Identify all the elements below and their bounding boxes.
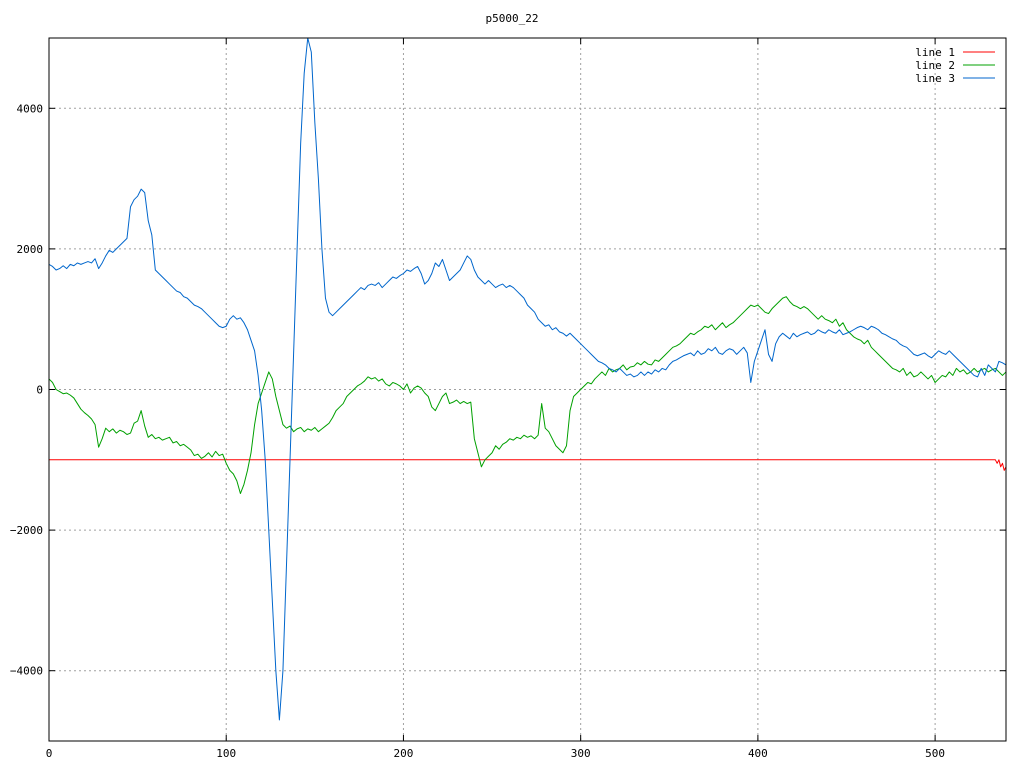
- series-layer: [48, 37, 1007, 721]
- x-tick-label: 500: [925, 747, 945, 760]
- legend-label-2: line 2: [915, 59, 955, 72]
- series-line-2: [48, 296, 1007, 495]
- legend-label-3: line 3: [915, 72, 955, 85]
- x-tick-label: 200: [394, 747, 414, 760]
- x-tick-label: 0: [46, 747, 53, 760]
- y-tick-label: −4000: [10, 665, 43, 678]
- x-tick-label: 400: [748, 747, 768, 760]
- y-tick-label: 0: [36, 384, 43, 397]
- x-tick-label: 100: [216, 747, 236, 760]
- series-line-3: [48, 37, 1007, 721]
- legend-label-1: line 1: [915, 46, 955, 59]
- chart-title: p5000_22: [486, 12, 539, 25]
- y-tick-label: 2000: [17, 243, 44, 256]
- axes: 0 100 200 300 400 500 −4000 −2000 0 2000 4000: [10, 37, 1007, 760]
- y-tick-label: 4000: [17, 102, 44, 115]
- x-tick-label: 300: [571, 747, 591, 760]
- y-tick-label: −2000: [10, 524, 43, 537]
- series-line-1: [49, 459, 1007, 471]
